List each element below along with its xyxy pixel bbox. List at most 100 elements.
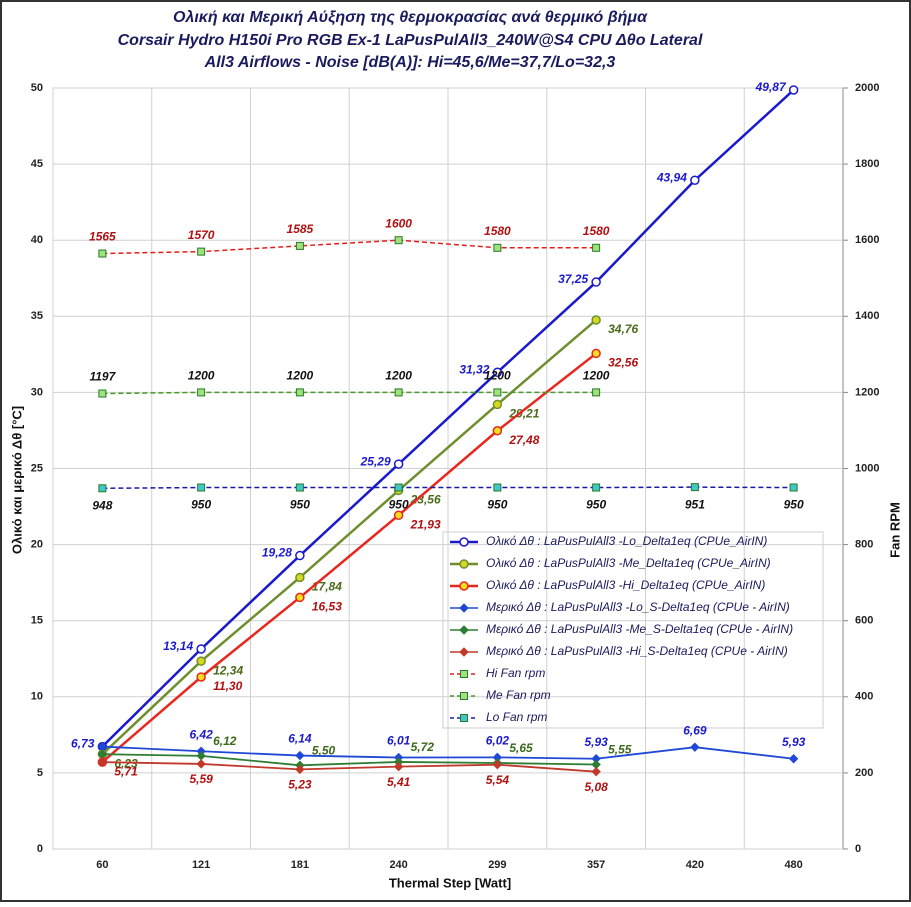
point <box>690 483 699 492</box>
data-label: 1200 <box>385 369 412 383</box>
data-label: 32,56 <box>608 356 638 370</box>
series-line <box>101 352 597 764</box>
point <box>196 759 206 769</box>
point <box>393 459 404 469</box>
x-tick-label: 357 <box>587 859 605 871</box>
data-label: 5,71 <box>114 764 138 778</box>
data-label: 25,29 <box>360 454 391 468</box>
point <box>459 537 469 547</box>
y-tick-label: 5 <box>37 767 43 779</box>
x-tick-label: 60 <box>96 859 108 871</box>
point <box>98 249 107 258</box>
data-label: 5,93 <box>782 735 806 749</box>
point <box>295 592 305 603</box>
series-line <box>102 753 597 767</box>
data-label: 5,55 <box>608 743 632 757</box>
point <box>492 367 503 378</box>
point <box>394 388 403 397</box>
data-label: 950 <box>784 498 804 512</box>
chart-title: All3 Airflows - Noise [dB(A)]: Hi=45,6/M… <box>204 54 616 71</box>
legend-entry: Ολικό Δθ : LaPusPulAll3 -Lo_Delta1eq (CP… <box>486 534 767 548</box>
data-label: 27,48 <box>508 433 539 447</box>
x-tick-label: 480 <box>784 859 802 871</box>
y2-tick-label: 1800 <box>855 158 879 170</box>
data-label: 1200 <box>287 369 314 383</box>
data-label: 6,12 <box>213 734 237 748</box>
data-label: 1200 <box>484 369 511 383</box>
x-axis-label: Thermal Step [Watt] <box>389 875 511 890</box>
point <box>97 757 108 767</box>
y-tick-label: 50 <box>31 82 43 94</box>
point <box>591 766 601 777</box>
legend-entry: Hi Fan rpm <box>486 666 545 680</box>
x-tick-label: 181 <box>291 859 309 871</box>
point <box>196 656 206 666</box>
point <box>393 510 404 520</box>
point <box>460 714 468 722</box>
data-label: 950 <box>586 498 606 512</box>
data-label: 1580 <box>484 224 511 238</box>
chart-title: Ολική και Μερική Αύξηση της θερμοκρασίας… <box>173 9 648 26</box>
x-tick-label: 420 <box>686 859 704 871</box>
point <box>492 426 503 436</box>
point <box>459 559 469 569</box>
y-tick-label: 25 <box>31 462 43 474</box>
data-label: 12,34 <box>213 663 243 677</box>
point <box>788 754 799 764</box>
data-label: 6,42 <box>189 727 213 741</box>
legend-entry: Lo Fan rpm <box>486 710 547 724</box>
point <box>197 483 206 492</box>
x-tick-label: 121 <box>192 859 210 871</box>
y-tick-label: 40 <box>31 234 43 246</box>
data-label: 1200 <box>188 369 215 383</box>
point <box>690 175 700 185</box>
point <box>98 484 107 493</box>
point <box>459 581 469 591</box>
point <box>295 388 304 397</box>
series-line <box>102 239 597 255</box>
legend-entry: Ολικό Δθ : LaPusPulAll3 -Hi_Delta1eq (CP… <box>486 578 765 592</box>
point <box>295 550 305 561</box>
point <box>459 647 469 657</box>
y-tick-label: 10 <box>31 691 43 703</box>
point <box>295 750 305 761</box>
data-label: 6,02 <box>486 734 510 748</box>
data-label: 6,01 <box>387 734 411 748</box>
point <box>690 742 700 752</box>
point <box>459 603 469 613</box>
legend <box>442 531 824 729</box>
x-tick-label: 240 <box>389 859 407 871</box>
point <box>592 483 601 492</box>
legend-entry: Me Fan rpm <box>486 688 551 702</box>
y-tick-label: 35 <box>31 310 43 322</box>
y-axis-label: Ολικό και μερικό Δθ [°C] <box>9 406 24 554</box>
chart-title: Corsair Hydro H150i Pro RGB Ex-1 LaPusPu… <box>118 32 703 49</box>
point <box>592 243 601 252</box>
series-line <box>102 761 597 773</box>
data-label: 23,56 <box>410 493 441 507</box>
y2-tick-label: 600 <box>855 615 873 627</box>
y-tick-label: 30 <box>31 386 43 398</box>
data-label: 5,72 <box>411 740 435 754</box>
data-label: 21,93 <box>410 517 441 531</box>
point <box>196 644 206 654</box>
data-label: 951 <box>685 497 705 511</box>
data-label: 13,14 <box>163 639 193 653</box>
point <box>492 759 503 770</box>
data-label: 948 <box>92 498 112 512</box>
point <box>196 672 206 682</box>
data-label: 6,73 <box>71 737 95 751</box>
legend-entry: Μερικό Δθ : LaPusPulAll3 -Lo_S-Delta1eq … <box>486 600 790 614</box>
data-label: 5,65 <box>509 741 533 755</box>
point <box>493 483 502 492</box>
point <box>492 399 503 410</box>
data-label: 49,87 <box>755 80 787 94</box>
series-line <box>102 486 794 490</box>
point <box>591 348 601 359</box>
data-label: 34,76 <box>608 322 638 336</box>
data-label: 1570 <box>188 228 215 242</box>
data-label: 1580 <box>583 224 610 238</box>
data-label: 1197 <box>89 370 116 384</box>
data-label: 1585 <box>287 222 314 236</box>
